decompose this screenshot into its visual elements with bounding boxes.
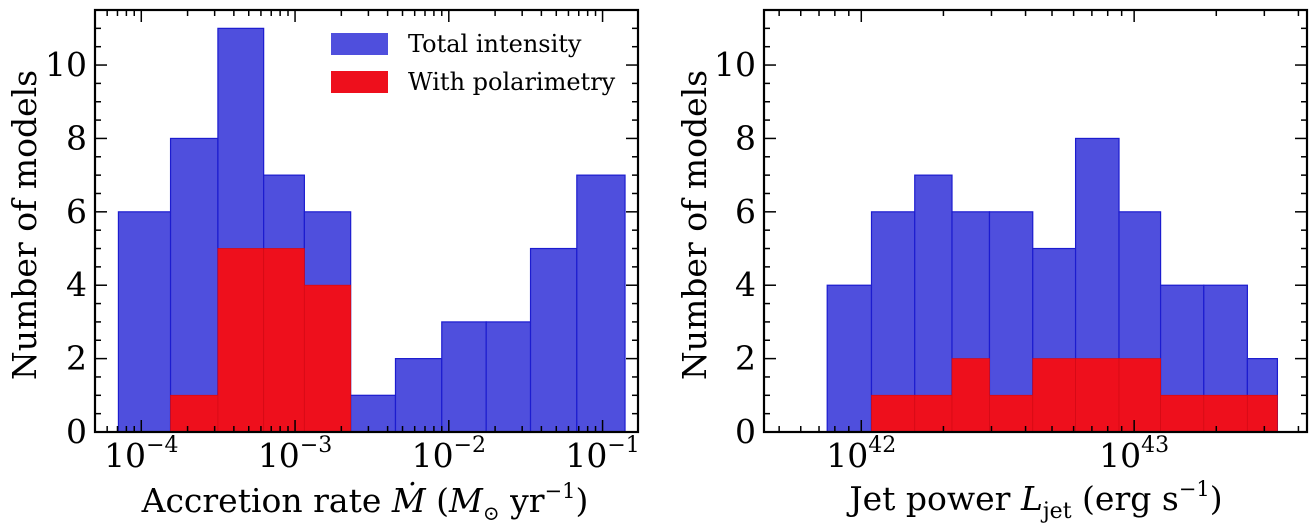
polarimetry-bar-3 <box>951 358 990 433</box>
polarimetry-bar-2 <box>217 248 265 433</box>
y-tick-label: 0 <box>735 412 756 451</box>
total-intensity-bar-0 <box>117 211 172 433</box>
polarimetry-bar-8 <box>1160 394 1205 433</box>
x-tick-label: 10−2 <box>412 433 486 475</box>
total-intensity-bar-10 <box>576 174 626 433</box>
y-tick-label: 4 <box>735 265 756 304</box>
y-tick-label: 6 <box>735 192 756 231</box>
polarimetry-bar-5 <box>1032 358 1076 433</box>
polarimetry-bar-1 <box>170 394 219 433</box>
accretion-rate-histogram: 0 2 4 6 8 10 10−4 10−3 10−2 10−1 Accretion rate Ṁ… <box>5 8 640 525</box>
jet-power-bars <box>826 137 1279 433</box>
total-intensity-bar-2 <box>914 174 953 433</box>
x-tick-label: 1043 <box>1099 433 1169 475</box>
polarimetry-bar-7 <box>1118 358 1161 433</box>
jet-power-tick-labels: 0 2 4 6 8 10 1042 1043 <box>714 45 1169 475</box>
total-intensity-bar-0 <box>826 284 873 433</box>
polarimetry-bar-4 <box>303 284 352 433</box>
polarimetry-bar-3 <box>263 248 305 433</box>
total-intensity-bar-8 <box>485 321 532 433</box>
y-tick-label: 2 <box>735 339 756 378</box>
polarimetry-bar-4 <box>989 394 1034 433</box>
jet-power-plot-frame <box>762 8 1309 434</box>
polarimetry-bar-6 <box>1075 358 1120 433</box>
accretion-bars <box>117 27 626 433</box>
y-tick-label: 8 <box>735 118 756 157</box>
legend-swatch-with-polarimetry <box>331 71 388 93</box>
polarimetry-bar-2 <box>914 394 953 433</box>
x-tick-label: 10−4 <box>104 433 178 475</box>
total-intensity-bar-1 <box>169 137 219 433</box>
y-tick-label: 6 <box>66 192 87 231</box>
polarimetry-bar-1 <box>871 394 916 433</box>
polarimetry-bar-10 <box>1246 394 1278 433</box>
total-intensity-bar-9 <box>529 247 578 433</box>
legend: Total intensity With polarimetry <box>331 30 616 96</box>
accretion-x-axis-label: Accretion rate Ṁ (M⊙ yr−1) <box>141 479 589 525</box>
legend-swatch-total-intensity <box>331 33 388 55</box>
legend-label-with-polarimetry: With polarimetry <box>408 68 616 96</box>
accretion-tick-labels: 0 2 4 6 8 10 10−4 10−3 10−2 10−1 <box>45 45 640 475</box>
total-intensity-bar-6 <box>394 358 443 433</box>
polarimetry-bar-9 <box>1203 394 1248 433</box>
y-tick-label: 0 <box>66 412 87 451</box>
accretion-plot-frame <box>93 8 640 434</box>
y-tick-label: 2 <box>66 339 87 378</box>
x-tick-label: 10−3 <box>258 433 332 475</box>
accretion-y-axis-label: Number of models <box>5 70 44 380</box>
y-tick-label: 10 <box>45 45 87 84</box>
y-tick-label: 8 <box>66 118 87 157</box>
y-tick-label: 10 <box>714 45 756 84</box>
jet-power-y-axis-label: Number of models <box>675 70 714 380</box>
legend-label-total-intensity: Total intensity <box>408 30 582 58</box>
total-intensity-bar-7 <box>441 321 487 433</box>
jet-power-histogram: 0 2 4 6 8 10 1042 1043 Jet power Ljet (erg s−1)… <box>675 8 1309 524</box>
total-intensity-bar-5 <box>350 394 397 433</box>
jet-power-x-axis-label: Jet power Ljet (erg s−1) <box>846 477 1222 524</box>
x-tick-label: 1042 <box>826 433 896 475</box>
y-tick-label: 4 <box>66 265 87 304</box>
x-tick-label: 10−1 <box>565 433 639 475</box>
